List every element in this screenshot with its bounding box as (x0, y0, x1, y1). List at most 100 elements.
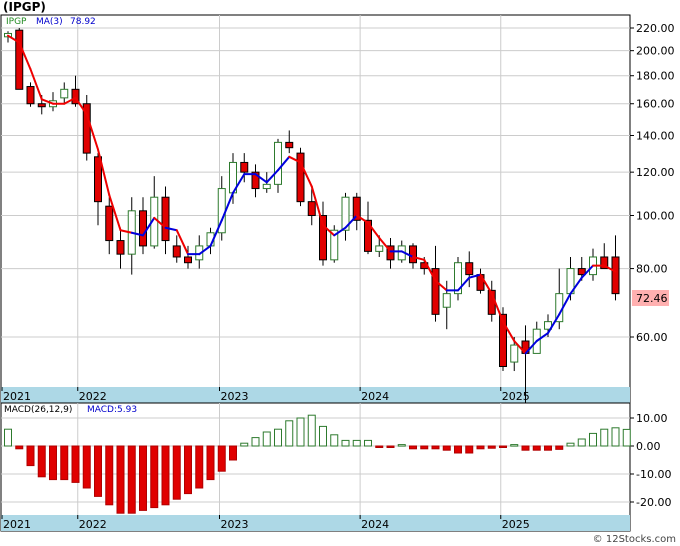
candle-body (386, 245, 395, 261)
x-tick-label: 2021 (3, 518, 31, 531)
macd-bar (4, 428, 12, 447)
moving-average-line (7, 34, 617, 355)
candle-body (60, 88, 69, 99)
ma-segment (175, 229, 189, 256)
price-y-tick-label: 80.00 (636, 263, 668, 276)
price-grid (1, 15, 630, 387)
macd-bar (82, 445, 91, 489)
macd-bar (172, 445, 181, 500)
macd-bar (600, 428, 609, 447)
ma-segment (355, 214, 369, 224)
macd-bar (184, 445, 192, 495)
macd-bar (262, 431, 271, 447)
price-x-axis: 2021 2022 2023 2024 2025 (1, 387, 530, 403)
ma-segment (85, 113, 99, 151)
ma-segment (198, 244, 212, 256)
macd-bar (195, 445, 204, 489)
last-price-label: 72.46 (636, 292, 668, 305)
candle-body (240, 161, 249, 173)
candle-body (499, 313, 507, 368)
ma-segment (457, 276, 471, 292)
macd-bar (116, 445, 125, 514)
ma-segment (490, 292, 504, 323)
price-y-tick-label: 200.00 (636, 45, 675, 58)
candle-body (195, 245, 204, 261)
macd-bar (364, 439, 372, 447)
ma-segment (40, 98, 54, 105)
candle-body (251, 171, 260, 190)
x-tick-label: 2024 (361, 518, 389, 531)
ma-segment (434, 279, 448, 292)
candle-body (319, 215, 327, 261)
macd-bar (330, 434, 339, 447)
ma-segment (558, 292, 572, 316)
macd-bar (161, 445, 170, 506)
candle-body (510, 344, 519, 363)
macd-bar (127, 445, 136, 514)
macd-y-tick-label: -10.00 (636, 468, 671, 481)
macd-bar (37, 445, 46, 478)
macd-histogram (4, 414, 631, 514)
macd-bar (26, 445, 35, 467)
macd-bar (397, 444, 406, 447)
macd-bar (60, 445, 69, 481)
candle-body (94, 156, 102, 203)
ma-segment (569, 276, 583, 295)
candle-body (15, 29, 24, 90)
candle-body (161, 196, 170, 242)
candle-body (577, 268, 586, 276)
macd-y-axis: 10.00 0.00 -10.00 -20.00 (630, 412, 671, 509)
macd-bar (532, 445, 541, 451)
x-tick-label: 2022 (79, 390, 107, 403)
macd-bar (510, 444, 519, 447)
x-tick-label: 2022 (79, 518, 107, 531)
candle-body (296, 152, 305, 203)
price-y-axis: 220.00 200.00 180.00 160.00 140.00 120.00 100.… (630, 22, 675, 344)
macd-bar (240, 442, 249, 447)
ma-segment (220, 191, 234, 222)
footer-credit: © 12Stocks.com (593, 534, 676, 545)
macd-bar (251, 437, 260, 447)
ma-segment (130, 231, 144, 237)
ma-segment (288, 155, 302, 164)
ma-segment (322, 224, 336, 237)
candle-body (307, 201, 316, 217)
ma-segment (232, 173, 246, 194)
last-price-marker: 72.46 (632, 290, 669, 306)
macd-bar (296, 417, 305, 447)
ma-segment (378, 236, 392, 253)
ma-segment (153, 216, 167, 229)
macd-bar (487, 445, 496, 449)
candle-body (262, 183, 271, 190)
x-tick-label: 2023 (221, 390, 249, 403)
ma-segment (502, 320, 516, 342)
macd-bar (431, 445, 440, 450)
macd-bar (49, 445, 57, 481)
x-tick-label: 2023 (221, 518, 249, 531)
ma-segment (603, 264, 617, 273)
ma-segment (468, 273, 482, 279)
ma-segment (74, 96, 88, 116)
macd-legend-value: MACD:5.93 (87, 405, 137, 415)
ma-segment (310, 185, 324, 227)
x-tick-label: 2025 (502, 518, 530, 531)
ma-segment (367, 221, 381, 239)
macd-bar (285, 420, 294, 447)
candle-body (105, 205, 114, 242)
legend-ma-label: MA(3) (36, 17, 63, 27)
ma-segment (108, 194, 122, 232)
candle-body (274, 141, 282, 185)
macd-legend: MACD(26,12,9) MACD:5.93 (4, 405, 137, 415)
candle-body (442, 293, 451, 308)
candle-body (341, 196, 350, 231)
macd-bar (15, 445, 24, 450)
price-y-tick-label: 220.00 (636, 22, 675, 35)
macd-bar (217, 445, 226, 472)
price-x-axis-band (1, 387, 630, 403)
macd-bar (206, 445, 215, 481)
price-y-tick-label: 180.00 (636, 70, 675, 83)
macd-bar (229, 445, 237, 461)
ma-segment (535, 332, 549, 342)
macd-bar (274, 428, 282, 447)
